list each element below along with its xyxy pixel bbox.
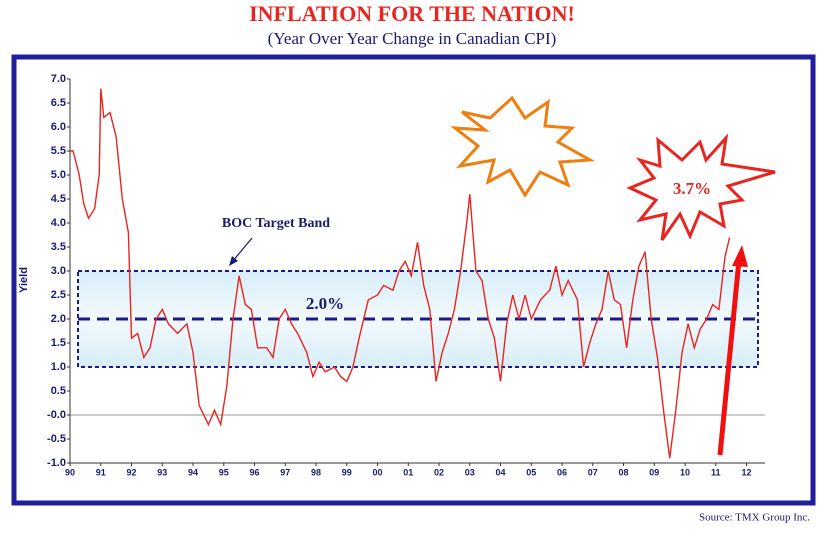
y-tick-label: 5.5 <box>51 145 66 157</box>
x-tick-label: 95 <box>219 467 229 477</box>
x-tick-label: 07 <box>588 467 598 477</box>
annotation: 2.0% <box>306 294 344 313</box>
x-tick-label: 04 <box>496 467 506 477</box>
y-tick-label: 4.0 <box>51 217 66 229</box>
y-tick-label: -1.0 <box>47 457 66 469</box>
y-tick-label: 6.5 <box>51 97 66 109</box>
y-tick-label: 3.0 <box>51 265 66 277</box>
x-tick-label: 94 <box>188 467 198 477</box>
x-tick-label: 96 <box>250 467 260 477</box>
x-tick-label: 03 <box>465 467 475 477</box>
x-tick-label: 02 <box>434 467 444 477</box>
arrow <box>717 259 742 456</box>
x-tick-label: 93 <box>157 467 167 477</box>
x-tick-label: 06 <box>557 467 567 477</box>
x-tick-label: 92 <box>126 467 136 477</box>
y-tick-label: 1.5 <box>51 337 66 349</box>
x-tick-label: 05 <box>526 467 536 477</box>
y-tick-label: 1.0 <box>51 361 66 373</box>
y-tick-label: 4.5 <box>51 193 66 205</box>
arrow-head <box>732 245 748 267</box>
starburst <box>450 95 596 198</box>
y-tick-label: 3.5 <box>51 241 66 253</box>
x-tick-label: 98 <box>311 467 321 477</box>
y-axis-label: Yield <box>18 267 30 293</box>
x-tick-label: 12 <box>742 467 752 477</box>
x-tick-label: 91 <box>96 467 106 477</box>
x-tick-label: 09 <box>649 467 659 477</box>
target-band <box>77 270 759 368</box>
y-tick-label: 6.0 <box>51 121 66 133</box>
cpi-line <box>70 88 731 459</box>
y-tick-label: 2.0 <box>51 313 66 325</box>
annotation-arrowhead <box>229 256 238 266</box>
source: Source: TMX Group Inc. <box>699 512 810 524</box>
y-tick-label: -0.0 <box>47 409 66 421</box>
x-tick-label: 97 <box>280 467 290 477</box>
x-tick-label: 90 <box>65 467 75 477</box>
annotation-arrow <box>231 237 253 263</box>
y-tick-label: 0.5 <box>51 385 66 397</box>
x-tick-label: 10 <box>680 467 690 477</box>
x-tick-label: 08 <box>619 467 629 477</box>
y-tick-label: 7.0 <box>51 73 66 85</box>
x-tick-label: 00 <box>373 467 383 477</box>
annotation: BOC Target Band <box>222 216 330 231</box>
chart-title: INFLATION FOR THE NATION! <box>249 1 575 26</box>
y-tick-label: 5.0 <box>51 169 66 181</box>
y-tick-label: -0.5 <box>47 433 66 445</box>
starburst <box>626 133 776 241</box>
y-tick-label: 2.5 <box>51 289 66 301</box>
chart-subtitle: (Year Over Year Change in Canadian CPI) <box>268 29 557 48</box>
x-tick-label: 99 <box>342 467 352 477</box>
x-tick-label: 11 <box>711 467 721 477</box>
annotation: 3.7% <box>673 179 711 198</box>
x-tick-label: 01 <box>403 467 413 477</box>
